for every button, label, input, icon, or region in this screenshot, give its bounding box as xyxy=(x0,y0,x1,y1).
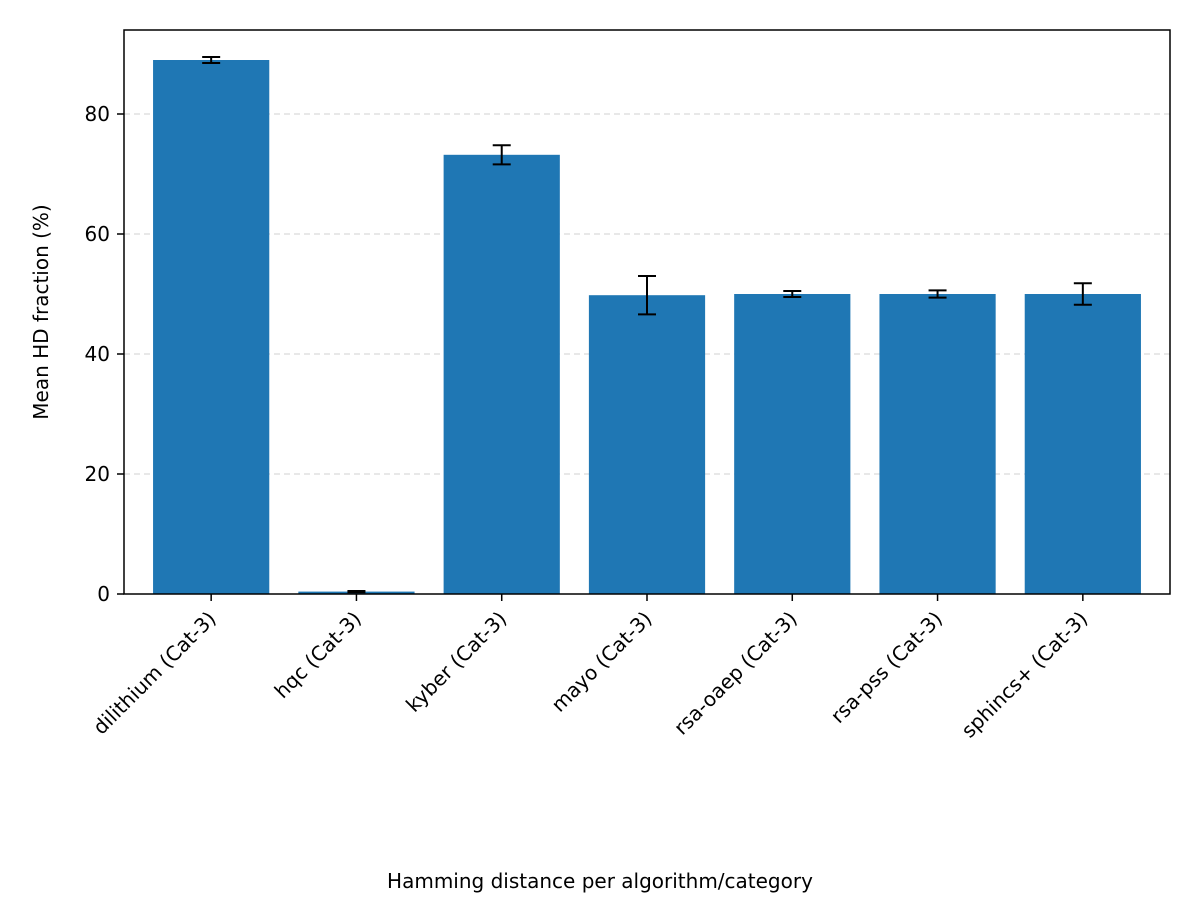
error-bars xyxy=(202,56,1092,594)
y-tick-label: 20 xyxy=(85,462,110,486)
bar xyxy=(588,295,706,594)
bar xyxy=(1024,294,1141,594)
y-tick-label: 0 xyxy=(97,582,110,606)
y-tick-label: 40 xyxy=(85,342,110,366)
x-axis-title: Hamming distance per algorithm/category xyxy=(387,869,813,893)
bar xyxy=(734,294,851,594)
y-tick-label: 80 xyxy=(85,102,110,126)
bar xyxy=(443,154,560,595)
y-axis-title: Mean HD fraction (%) xyxy=(29,204,53,419)
y-tick-label: 60 xyxy=(85,222,110,246)
bar-series xyxy=(153,60,1141,595)
bar xyxy=(153,60,270,594)
y-axis: 0 20 40 60 80 xyxy=(85,102,124,606)
bar xyxy=(879,294,996,594)
